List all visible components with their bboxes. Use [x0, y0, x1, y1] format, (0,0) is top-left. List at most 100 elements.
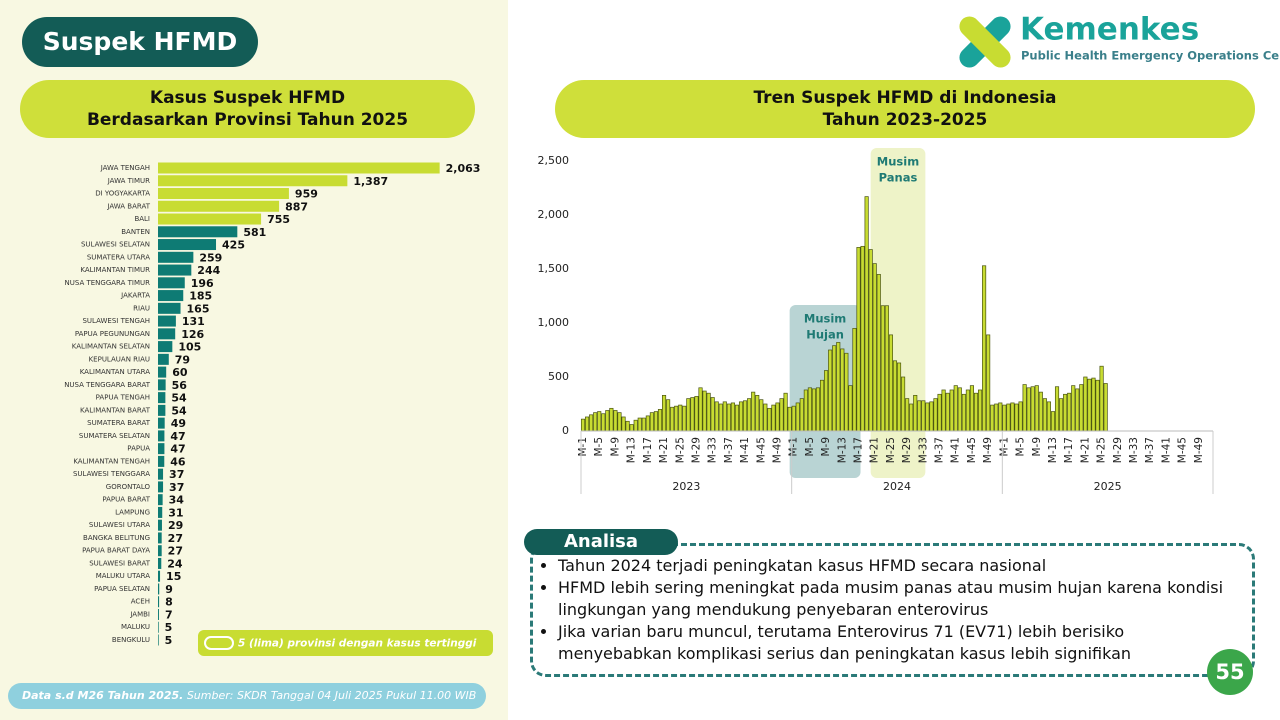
title-line: Tren Suspek HFMD di Indonesia — [753, 88, 1057, 108]
bar — [158, 417, 165, 429]
bar — [965, 389, 970, 432]
bar — [1030, 386, 1035, 432]
bar — [158, 557, 162, 569]
group-label: 2025 — [1094, 480, 1122, 493]
bar — [953, 385, 958, 432]
x-tick-label: M-17 — [1063, 437, 1075, 463]
x-tick-label: M-37 — [1144, 437, 1156, 463]
bar — [1006, 403, 1011, 432]
bar — [876, 274, 881, 432]
bar — [158, 621, 159, 633]
bullet-list: Tahun 2024 terjadi peningkatan kasus HFM… — [536, 555, 1226, 665]
bar — [158, 506, 163, 518]
bar — [913, 395, 918, 432]
bar — [1083, 376, 1088, 432]
value-label: 165 — [187, 302, 210, 315]
bar — [589, 414, 594, 432]
analysis-box — [530, 543, 1255, 677]
bar — [775, 402, 780, 432]
bar — [710, 397, 715, 432]
x-tick-label: M-9 — [1031, 437, 1043, 457]
bar — [718, 403, 723, 432]
bar — [763, 403, 768, 432]
value-label: 27 — [168, 532, 183, 545]
bar — [158, 455, 165, 467]
value-label: 54 — [171, 392, 187, 405]
y-tick-label: 2,000 — [538, 208, 570, 221]
bar — [1075, 388, 1080, 432]
bar — [158, 545, 162, 557]
group-label: 2024 — [883, 480, 911, 493]
category-label: MALUKU UTARA — [96, 572, 150, 580]
bar — [1063, 393, 1068, 432]
season-label: Panas — [879, 171, 918, 185]
bar — [807, 387, 812, 432]
category-label: MALUKU — [121, 623, 150, 631]
value-label: 34 — [169, 494, 185, 507]
bar — [1022, 384, 1027, 432]
bar — [937, 393, 942, 432]
footer-note: Data s.d M26 Tahun 2025. — [22, 689, 184, 702]
bar — [1079, 384, 1084, 432]
footer-source: Sumber: SKDR Tanggal 04 Juli 2025 Pukul … — [186, 689, 477, 702]
bar — [158, 315, 176, 327]
bar — [158, 608, 159, 620]
bar — [1087, 378, 1092, 432]
bar — [844, 352, 849, 432]
category-label: SULAWESI TENGAH — [82, 317, 150, 325]
value-label: 5 — [165, 621, 173, 634]
category-label: SULAWESI SELATAN — [81, 241, 150, 249]
value-label: 259 — [199, 251, 222, 264]
bar — [795, 402, 800, 432]
bar — [690, 397, 695, 432]
value-label: 54 — [171, 404, 187, 417]
category-label: PAPUA SELATAN — [94, 585, 150, 593]
value-label: 46 — [170, 455, 186, 468]
category-label: SULAWESI UTARA — [89, 521, 150, 529]
value-label: 37 — [169, 468, 184, 481]
bar — [158, 366, 167, 378]
bar — [990, 404, 995, 432]
group-label: 2023 — [672, 480, 700, 493]
bar — [743, 400, 748, 432]
category-label: SULAWESI BARAT — [89, 559, 151, 567]
bar — [824, 370, 829, 432]
x-tick-label: M-9 — [820, 437, 832, 457]
bar — [973, 392, 979, 432]
bar — [888, 334, 893, 432]
bar — [852, 328, 857, 432]
bar — [706, 392, 711, 432]
x-tick-label: M-21 — [869, 437, 881, 463]
value-label: 49 — [171, 417, 186, 430]
logo-subtitle: Public Health Emergency Operations Cente… — [1021, 49, 1280, 63]
bar — [1071, 385, 1076, 432]
bar — [158, 353, 169, 365]
bar — [986, 334, 991, 432]
category-label: KEPULAUAN RIAU — [89, 355, 150, 363]
x-tick-label: M-21 — [658, 437, 670, 463]
bar — [158, 175, 348, 187]
bar — [158, 519, 162, 531]
x-tick-label: M-5 — [804, 437, 816, 457]
bar — [751, 391, 756, 432]
bar — [657, 409, 663, 432]
x-tick-label: M-33 — [1128, 437, 1140, 463]
bar — [1042, 398, 1047, 432]
category-label: BALI — [134, 215, 150, 223]
bar — [698, 387, 703, 432]
bar — [779, 398, 784, 432]
x-tick-label: M-41 — [950, 437, 962, 463]
value-label: 9 — [165, 583, 173, 596]
bar — [803, 389, 808, 432]
bar — [617, 412, 622, 432]
bar — [158, 583, 160, 595]
x-tick-label: M-13 — [1047, 437, 1059, 463]
category-label: PAPUA TENGAH — [96, 394, 150, 402]
bar — [815, 387, 821, 432]
analysis-text: Tahun 2024 terjadi peningkatan kasus HFM… — [536, 555, 1226, 665]
bar — [799, 398, 804, 432]
y-tick-label: 0 — [562, 424, 569, 437]
category-label: LAMPUNG — [115, 508, 150, 516]
bar — [1018, 401, 1023, 432]
bar — [597, 411, 602, 432]
